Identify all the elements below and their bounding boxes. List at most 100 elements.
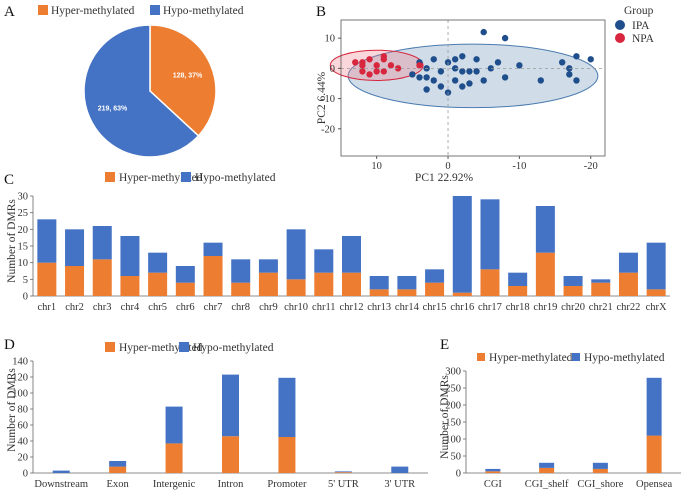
chr-bar-hypo: [397, 276, 417, 290]
chr-category-label: chr19: [533, 302, 557, 313]
pca-point-npa: [366, 56, 373, 63]
pca-point-npa: [380, 68, 388, 75]
pca-point-ipa: [516, 62, 523, 69]
cpg-category-label: CGI: [484, 479, 503, 490]
cpg-category-label: Opensea: [636, 479, 672, 490]
region-ytick-label: 140: [12, 357, 28, 368]
chr-bar-hypo: [92, 226, 112, 260]
chr-category-label: chr2: [65, 302, 84, 313]
chr-bar-hyper: [120, 276, 140, 296]
legend-swatch-hyper: [38, 5, 48, 15]
legend-swatch-hypo: [150, 5, 160, 15]
pca-xtick-label: -10: [512, 161, 526, 172]
legend-label-hypo-d: Hypo-methylated: [193, 342, 274, 354]
chr-bar-hypo: [480, 199, 500, 270]
legend-label-hypo-e: Hypo-methylated: [584, 352, 665, 364]
chr-ylabel: Number of DMRs: [6, 199, 18, 283]
panel-letter-c: C: [4, 172, 14, 188]
chr-category-label: chr22: [616, 302, 640, 313]
chr-bar-hyper: [369, 289, 389, 296]
chr-bar-hypo: [591, 279, 611, 283]
cpg-bar-hypo: [539, 462, 555, 468]
region-ylabel: Number of DMRs: [6, 368, 18, 452]
cpg-bar-hyper: [485, 471, 501, 473]
pca-point-npa: [366, 71, 373, 78]
pca-ytick-label: 0: [330, 64, 335, 75]
pca-plot-frame: [340, 19, 606, 157]
region-bar-hyper: [109, 466, 127, 473]
pca-legend-ipa-label: IPA: [632, 20, 650, 32]
pca-point-ipa: [473, 68, 480, 75]
pca-point-ipa: [466, 80, 473, 87]
legend-swatch-hyper-d: [105, 342, 115, 352]
chr-bar-hyper: [203, 256, 223, 296]
chr-bar-hypo: [508, 272, 528, 286]
chr-bar-hyper: [646, 289, 666, 296]
pca-point-npa: [352, 59, 359, 66]
chr-bar-hyper: [37, 262, 57, 296]
pca-legend-npa-label: NPA: [632, 33, 655, 45]
pca-point-ipa: [423, 86, 430, 93]
cpg-ytick-label: 250: [445, 384, 461, 395]
chr-ytick-label: 20: [18, 225, 29, 236]
chr-bar-hyper: [286, 279, 306, 296]
chr-category-label: chr17: [478, 302, 502, 313]
cpg-bar-hypo: [646, 377, 662, 436]
chr-ytick-label: 5: [23, 275, 28, 286]
panel-letter-d: D: [4, 337, 15, 353]
region-category-label: Exon: [107, 479, 130, 490]
chr-bar-hyper: [563, 286, 583, 296]
region-category-label: Intergenic: [153, 479, 196, 490]
region-bar-hypo: [391, 466, 409, 473]
pca-point-npa: [416, 62, 423, 69]
chr-bar-hyper: [148, 272, 168, 296]
pca-point-ipa: [423, 74, 430, 81]
chr-category-label: chr3: [93, 302, 112, 313]
pca-point-ipa: [451, 56, 459, 63]
pie-slice-hypo: [83, 24, 200, 158]
legend-swatch-hyper-c: [105, 172, 115, 182]
panel-letter-e: E: [440, 337, 449, 353]
panel-letter-b: B: [316, 4, 326, 20]
chr-bar-hypo: [618, 252, 638, 273]
chr-bar-hyper: [452, 292, 472, 296]
chr-category-label: chr21: [589, 302, 613, 313]
chr-category-label: chr15: [423, 302, 447, 313]
chr-bar-hypo: [148, 252, 168, 273]
pie-chart-panel: Hyper-methylated Hypo-methylated 128, 37…: [38, 5, 244, 158]
pca-point-npa: [387, 62, 395, 69]
cpg-ytick-label: 0: [456, 469, 461, 480]
pca-point-npa: [373, 68, 380, 75]
chr-ytick-label: 10: [18, 258, 29, 269]
region-ytick-label: 120: [12, 373, 28, 384]
confidence-ellipse-ipa: [347, 43, 599, 109]
chr-bar-hyper: [258, 272, 278, 296]
pca-xtick-label: 10: [371, 161, 382, 172]
chr-category-label: chr1: [38, 302, 57, 313]
pca-point-ipa: [573, 53, 580, 60]
pca-point-ipa: [409, 71, 416, 78]
pca-point-ipa: [459, 83, 466, 90]
chr-category-label: chr13: [367, 302, 391, 313]
pca-xtick-label: -20: [584, 161, 598, 172]
pca-xtick-label: 0: [445, 161, 450, 172]
pca-ylabel: PC2 6.44%: [316, 71, 328, 124]
chr-category-label: chr14: [395, 302, 420, 313]
region-bar-panel: Hyper-methylated Hypo-methylated Number …: [6, 342, 428, 490]
pca-point-ipa: [501, 74, 509, 81]
chr-bar-hypo: [203, 242, 223, 256]
region-category-label: Downstream: [34, 479, 88, 490]
chr-bar-hypo: [425, 269, 445, 283]
chr-category-label: chr16: [450, 302, 474, 313]
chr-bar-hyper: [397, 289, 417, 296]
chr-category-label: chr20: [561, 302, 585, 313]
pca-ytick-label: -20: [321, 124, 335, 135]
legend-swatch-hypo-d: [179, 342, 189, 352]
cpg-ytick-label: 150: [445, 418, 461, 429]
region-bar-hyper: [165, 443, 183, 473]
chr-bar-hyper: [342, 272, 361, 296]
region-bar-hypo: [165, 406, 183, 444]
region-ytick-label: 100: [12, 389, 28, 400]
pca-xlabel: PC1 22.92%: [415, 172, 474, 184]
